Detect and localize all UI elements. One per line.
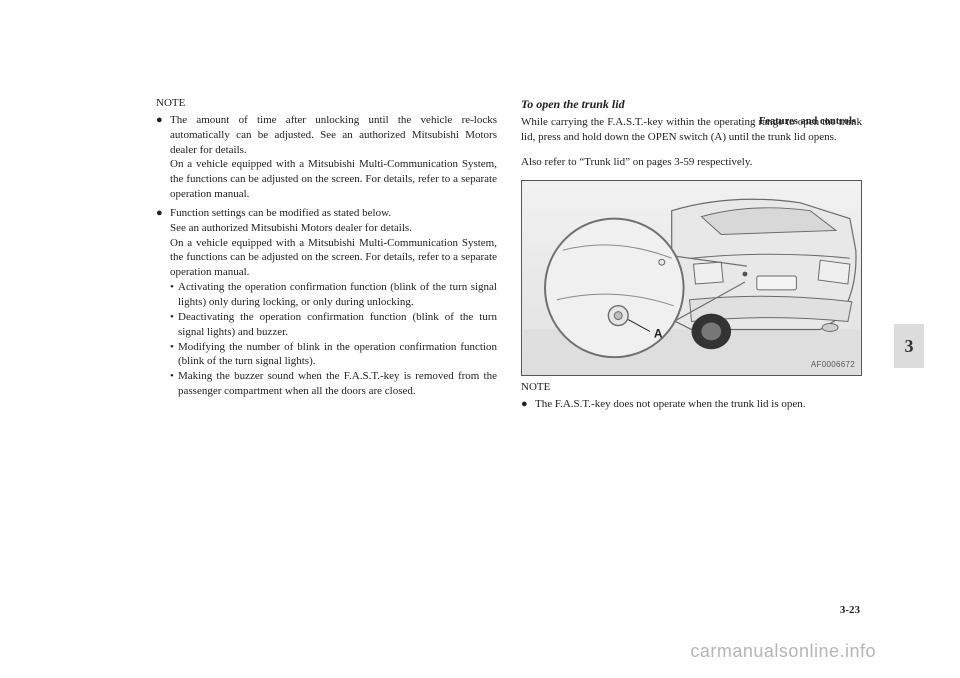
sub-bullet-text: Deactivating the operation confirmation … [178, 310, 497, 340]
note-bullet-1: ● The amount of time after unlocking unt… [156, 113, 497, 202]
bullet-dot-icon: ● [156, 206, 170, 221]
bullet-continuation: On a vehicle equipped with a Mitsubishi … [156, 236, 497, 281]
note-bullet: ● The F.A.S.T.-key does not operate when… [521, 397, 862, 412]
figure-image-id: AF0006672 [811, 360, 855, 371]
left-column: NOTE ● The amount of time after unlockin… [156, 96, 497, 415]
sub-bullet-dot-icon: • [170, 310, 178, 340]
bullet-text: The F.A.S.T.-key does not operate when t… [535, 397, 862, 412]
vehicle-rear-illustration: A [522, 181, 861, 375]
page-number: 3-23 [840, 604, 860, 616]
sub-bullet-text: Making the buzzer sound when the F.A.S.T… [178, 369, 497, 399]
sub-bullet-dot-icon: • [170, 369, 178, 399]
bullet-dot-icon: ● [156, 113, 170, 158]
section-heading: To open the trunk lid [521, 96, 862, 112]
watermark-text: carmanualsonline.info [690, 641, 876, 662]
paragraph: While carrying the F.A.S.T.-key within t… [521, 115, 862, 145]
sub-bullet-dot-icon: • [170, 280, 178, 310]
paragraph: Also refer to “Trunk lid” on pages 3-59 … [521, 155, 862, 170]
bullet-text: Function settings can be modified as sta… [170, 206, 497, 221]
note-bullet-2: ● Function settings can be modified as s… [156, 206, 497, 399]
sub-bullet-1: • Activating the operation confirmation … [156, 280, 497, 310]
bullet-continuation: See an authorized Mitsubishi Motors deal… [156, 221, 497, 236]
sub-bullet-dot-icon: • [170, 340, 178, 370]
callout-a-label: A [654, 326, 663, 340]
sub-bullet-3: • Modifying the number of blink in the o… [156, 340, 497, 370]
bullet-continuation: On a vehicle equipped with a Mitsubishi … [156, 157, 497, 202]
sub-bullet-2: • Deactivating the operation confirmatio… [156, 310, 497, 340]
trunk-lid-figure: A AF0006672 [521, 180, 862, 376]
bullet-text: The amount of time after unlocking until… [170, 113, 497, 158]
manual-page: Features and controls NOTE ● The amount … [0, 0, 960, 678]
content-columns: NOTE ● The amount of time after unlockin… [156, 96, 862, 415]
right-column: To open the trunk lid While carrying the… [521, 96, 862, 415]
sub-bullet-text: Activating the operation confirmation fu… [178, 280, 497, 310]
note-label: NOTE [156, 96, 497, 111]
bullet-dot-icon: ● [521, 397, 535, 412]
sub-bullet-text: Modifying the number of blink in the ope… [178, 340, 497, 370]
chapter-tab: 3 [894, 324, 924, 368]
sub-bullet-4: • Making the buzzer sound when the F.A.S… [156, 369, 497, 399]
note-label: NOTE [521, 380, 862, 395]
